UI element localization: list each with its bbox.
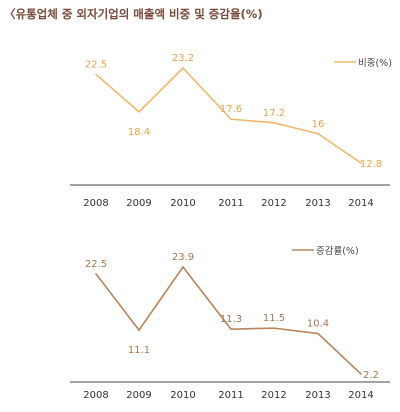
data-point (138, 111, 140, 113)
x-tick-label: 2014 (348, 198, 373, 209)
data-label: 23.9 (172, 252, 194, 263)
data-label: 2.2 (363, 370, 379, 381)
x-tick-label: 2014 (348, 390, 373, 401)
data-label: 11.1 (128, 345, 150, 356)
legend-label: 증감률(%) (316, 245, 359, 257)
data-label: 22.5 (85, 59, 107, 70)
data-label: 18.4 (128, 127, 150, 138)
chart-bottom-growth: 22.5 11.1 23.9 11.3 11.5 10.4 2.2 2008 2009 2010 2… (70, 245, 390, 401)
x-tick-label: 2009 (126, 198, 151, 209)
data-label: 17.6 (220, 104, 242, 115)
data-point (317, 332, 319, 335)
x-tick-label: 2011 (218, 390, 243, 401)
x-tick-label: 2013 (305, 390, 330, 401)
data-point (182, 266, 184, 268)
data-label: 11.3 (220, 314, 242, 325)
data-point (95, 73, 97, 76)
data-label: 11.5 (263, 313, 285, 324)
x-tick-label: 2012 (261, 390, 286, 401)
data-point (273, 122, 275, 124)
data-point (138, 329, 140, 331)
x-tick-label: 2012 (261, 198, 286, 209)
x-tick-label: 2009 (126, 390, 151, 401)
data-point (360, 162, 362, 164)
data-point (273, 327, 275, 329)
x-tick-label: 2010 (170, 198, 195, 209)
chart-top-share: 22.5 18.4 23.2 17.6 17.2 16 12.8 2008 2009 2010 20… (70, 53, 392, 209)
data-label: 16 (312, 119, 325, 130)
data-label: 12.8 (360, 159, 382, 170)
data-point (182, 67, 184, 69)
data-point (317, 132, 319, 135)
data-label: 22.5 (85, 259, 107, 270)
data-label: 23.2 (172, 53, 194, 64)
x-tick-label: 2013 (305, 198, 330, 209)
legend-label: 비중(%) (358, 58, 392, 69)
x-tick-label: 2011 (218, 198, 243, 209)
x-tick-label: 2010 (170, 390, 195, 401)
chart-title: 〈유통업체 중 외자기업의 매출액 비중 및 증감율(%) (4, 7, 263, 21)
data-point (360, 373, 362, 375)
data-point (230, 118, 232, 120)
data-point (95, 273, 97, 275)
data-label: 17.2 (263, 108, 285, 119)
x-tick-label: 2008 (83, 390, 108, 401)
data-label: 10.4 (307, 319, 329, 330)
series-line (95, 66, 362, 164)
data-point (230, 328, 232, 330)
x-tick-label: 2008 (83, 198, 108, 209)
